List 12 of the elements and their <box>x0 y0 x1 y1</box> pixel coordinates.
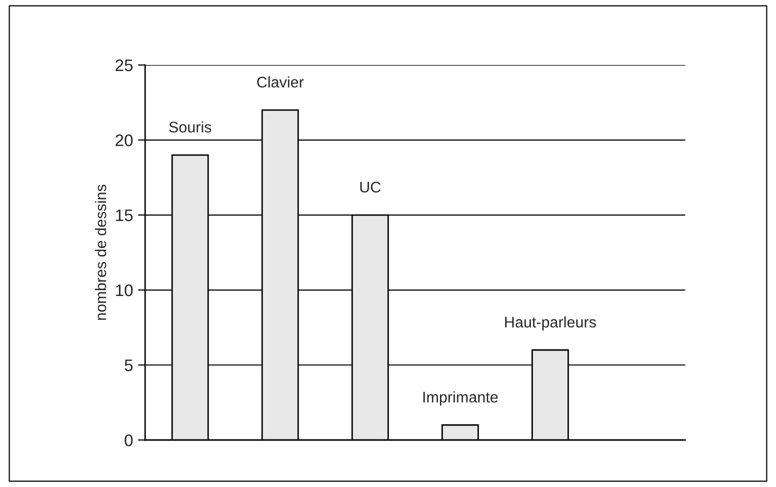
x-tick-label: Haut-parleurs <box>505 316 596 331</box>
y-tick-label: 10 <box>116 284 133 296</box>
y-tick-label: 5 <box>124 360 133 372</box>
y-tick-label: 25 <box>116 59 133 72</box>
y-tick-label: 15 <box>116 210 133 222</box>
x-tick-label: Clavier <box>257 76 304 88</box>
x-tick-label: UC <box>360 182 381 193</box>
x-tick-label: Imprimante <box>423 391 498 406</box>
y-axis-title: nombres de dessins <box>94 184 106 320</box>
y-tick-label: 20 <box>116 134 133 146</box>
y-tick-label: 0 <box>124 434 133 446</box>
x-tick-label: Souris <box>169 121 212 133</box>
